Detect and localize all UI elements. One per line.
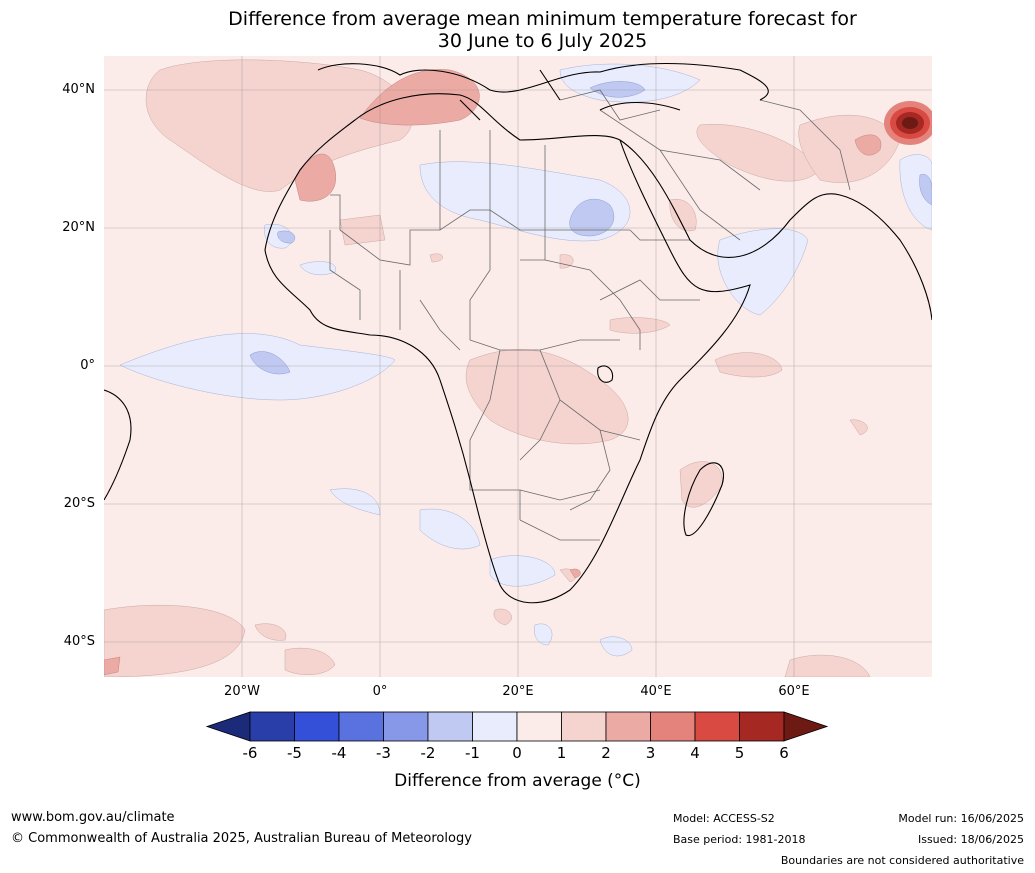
- colorbar-tick-label: -5: [287, 744, 302, 762]
- colorbar-tick-label: 4: [690, 744, 700, 762]
- colorbar-title: Difference from average (°C): [394, 771, 641, 791]
- lat-label-40s: 40°S: [63, 634, 95, 649]
- colorbar-arrow-low: [205, 711, 251, 742]
- colorbar-segment: [561, 711, 607, 742]
- lon-label-0: 0°: [372, 684, 388, 699]
- coastlines: [104, 62, 932, 604]
- colorbar-tick-label: 3: [645, 744, 656, 762]
- colorbar-segment: [694, 711, 740, 742]
- colorbar-tick-label: 2: [601, 744, 611, 762]
- colorbar-arrow-high: [783, 711, 829, 742]
- anomaly-warm-medium: [104, 69, 882, 676]
- colorbar-tick-label: -2: [420, 744, 436, 762]
- title-line-2: 30 June to 6 July 2025: [437, 30, 648, 52]
- footer-issued: Issued: 18/06/2025: [917, 833, 1024, 846]
- colorbar-segment: [294, 711, 340, 742]
- madagascar-coast: [683, 462, 724, 536]
- lon-label-40e: 40°E: [640, 684, 672, 699]
- colorbar-tick-label: 0: [512, 744, 522, 762]
- colorbar-tick-label: -3: [376, 744, 391, 762]
- lake-victoria: [597, 365, 614, 383]
- map-title: Difference from average mean minimum tem…: [0, 8, 1035, 52]
- colorbar-segment: [516, 711, 562, 742]
- lat-label-equator: 0°: [80, 358, 95, 373]
- title-line-1: Difference from average mean minimum tem…: [228, 8, 857, 30]
- lon-label-20w: 20°W: [224, 684, 260, 699]
- africa-coast: [264, 93, 751, 604]
- colorbar-tick-label: -1: [465, 744, 480, 762]
- colorbar-segment: [605, 711, 651, 742]
- lat-label-40n: 40°N: [62, 82, 95, 97]
- colorbar: [205, 711, 829, 742]
- colorbar-tick-label: 5: [734, 744, 745, 762]
- colorbar-segment: [650, 711, 696, 742]
- footer-model-run: Model run: 16/06/2025: [898, 812, 1024, 825]
- colorbar-tick-label: -6: [242, 744, 258, 762]
- colorbar-tick-label: 1: [556, 744, 567, 762]
- colorbar-tick-label: -4: [331, 744, 347, 762]
- graticule: [104, 56, 932, 677]
- colorbar-segment: [249, 711, 295, 742]
- lon-label-20e: 20°E: [502, 684, 534, 699]
- footer-boundaries: Boundaries are not considered authoritat…: [780, 854, 1024, 867]
- lat-label-20s: 20°S: [63, 496, 95, 511]
- colorbar-segment: [739, 711, 785, 742]
- lon-label-60e: 60°E: [778, 684, 810, 699]
- anomaly-cool-medium: [249, 81, 932, 375]
- arabia-coast: [599, 101, 932, 321]
- footer-website: www.bom.gov.au/climate: [11, 810, 175, 825]
- colorbar-segment: [472, 711, 518, 742]
- country-borders: [329, 89, 851, 541]
- colorbar-tick-label: 6: [779, 744, 789, 762]
- footer-base-period: Base period: 1981-2018: [673, 833, 806, 846]
- lat-label-20n: 20°N: [62, 220, 95, 235]
- footer-model: Model: ACCESS-S2: [673, 812, 775, 825]
- colorbar-segment: [427, 711, 473, 742]
- footer-copyright: © Commonwealth of Australia 2025, Austra…: [11, 831, 472, 846]
- anomaly-hotspot: [884, 101, 932, 145]
- colorbar-segment: [383, 711, 429, 742]
- europe-coast: [317, 62, 769, 121]
- south-america-coast: [104, 389, 132, 501]
- colorbar-segment: [338, 711, 384, 742]
